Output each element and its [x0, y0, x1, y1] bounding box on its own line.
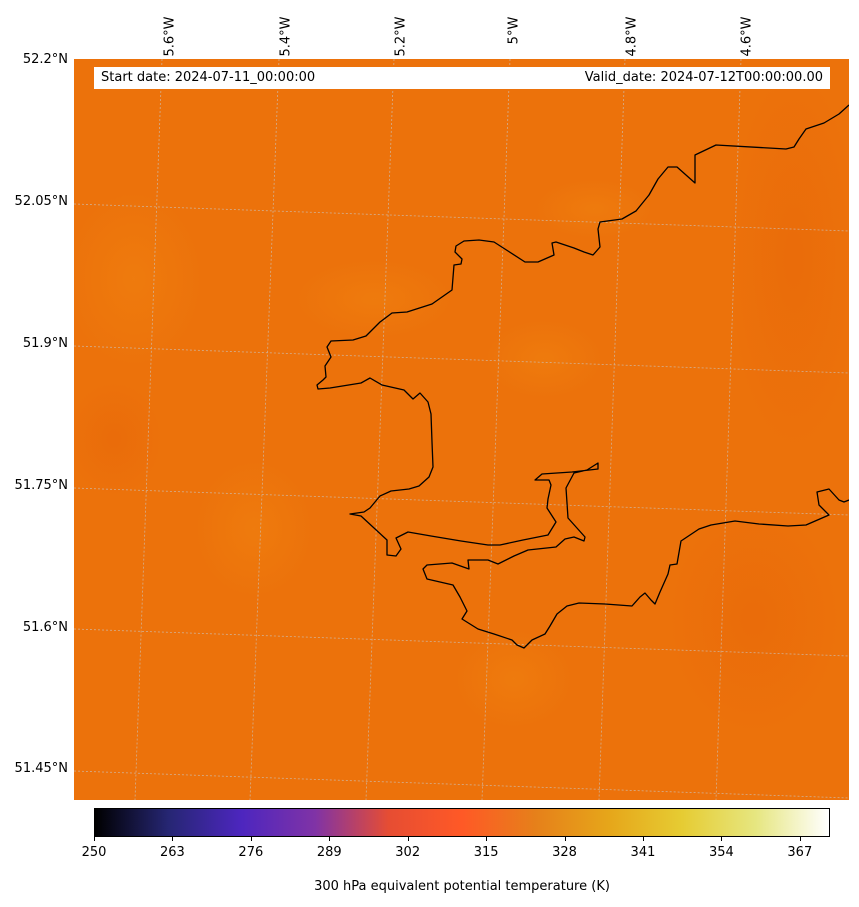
- colorbar-tickmark: [564, 837, 566, 841]
- colorbar: [94, 808, 830, 837]
- colorbar-tick-label: 328: [552, 845, 577, 860]
- lat-label-51.45n: 51.45°N: [14, 761, 68, 776]
- map-svg: [74, 59, 849, 800]
- colorbar-tick-label: 263: [160, 845, 185, 860]
- lat-label-52.2n: 52.2°N: [22, 52, 68, 67]
- date-info-bar: Start date: 2024-07-11_00:00:00 Valid_da…: [94, 67, 830, 89]
- colorbar-tickmark: [94, 837, 95, 841]
- colorbar-tickmark: [486, 837, 488, 841]
- colorbar-tickmark: [329, 837, 331, 841]
- colorbar-tickmark: [642, 837, 644, 841]
- colorbar-tickmark: [721, 837, 723, 841]
- lat-label-52.05n: 52.05°N: [14, 194, 68, 209]
- coastline: [316, 104, 849, 649]
- start-date-text: Start date: 2024-07-11_00:00:00: [101, 70, 316, 85]
- colorbar-tick-label: 315: [473, 845, 499, 860]
- colorbar-tick-label: 354: [708, 845, 734, 860]
- colorbar-tickmark: [799, 837, 801, 841]
- colorbar-tick-label: 250: [81, 845, 107, 860]
- colorbar-tick-label: 367: [787, 845, 813, 860]
- lon-label-4.8w: 4.8°W: [624, 16, 640, 57]
- lon-label-4.6w: 4.6°W: [739, 16, 755, 57]
- map-panel: [74, 59, 849, 800]
- colorbar-tickmark: [250, 837, 252, 841]
- field-texture: [74, 59, 849, 739]
- colorbar-tickmark: [172, 837, 174, 841]
- colorbar-tick-label: 276: [238, 845, 264, 860]
- lon-label-5.6w: 5.6°W: [162, 16, 178, 57]
- lat-label-51.9n: 51.9°N: [22, 336, 68, 351]
- colorbar-tick-label: 341: [630, 845, 656, 860]
- colorbar-tick-label: 302: [395, 845, 421, 860]
- valid-date-text: Valid_date: 2024-07-12T00:00:00.00: [584, 70, 823, 85]
- lat-label-51.75n: 51.75°N: [14, 478, 68, 493]
- gridlines: [74, 59, 849, 800]
- lon-label-5w: 5°W: [506, 16, 522, 45]
- colorbar-tickmark: [407, 837, 409, 841]
- colorbar-label: 300 hPa equivalent potential temperature…: [314, 879, 610, 894]
- lon-label-5.4w: 5.4°W: [278, 16, 294, 57]
- lat-label-51.6n: 51.6°N: [22, 620, 68, 635]
- colorbar-tick-label: 289: [316, 845, 342, 860]
- lon-label-5.2w: 5.2°W: [393, 16, 409, 57]
